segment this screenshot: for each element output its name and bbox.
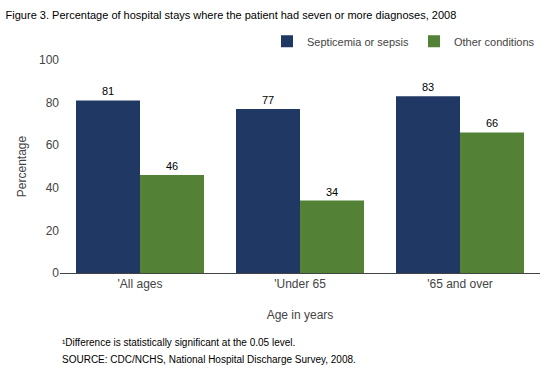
svg-text:81: 81 bbox=[102, 85, 114, 97]
svg-text:Percentage: Percentage bbox=[15, 135, 29, 197]
svg-text:'Under 65: 'Under 65 bbox=[274, 277, 326, 291]
svg-text:¹Difference is statistically s: ¹Difference is statistically significant… bbox=[62, 337, 295, 348]
svg-text:83: 83 bbox=[422, 81, 434, 93]
svg-text:34: 34 bbox=[326, 186, 338, 198]
svg-text:46: 46 bbox=[166, 160, 178, 172]
svg-text:77: 77 bbox=[262, 94, 274, 106]
svg-text:66: 66 bbox=[486, 117, 498, 129]
svg-text:20: 20 bbox=[46, 224, 60, 238]
svg-text:Other conditions: Other conditions bbox=[454, 36, 535, 48]
svg-text:Septicemia or sepsis: Septicemia or sepsis bbox=[307, 36, 409, 48]
svg-text:SOURCE: CDC/NCHS, National Hos: SOURCE: CDC/NCHS, National Hospital Disc… bbox=[62, 354, 356, 365]
svg-text:0: 0 bbox=[52, 266, 59, 280]
svg-text:'All ages: 'All ages bbox=[118, 277, 163, 291]
svg-text:Age in years: Age in years bbox=[267, 308, 334, 322]
svg-text:80: 80 bbox=[46, 96, 60, 110]
svg-text:100: 100 bbox=[39, 53, 59, 67]
svg-text:'65 and over: '65 and over bbox=[427, 277, 493, 291]
svg-text:Figure 3. Percentage of hospit: Figure 3. Percentage of hospital stays w… bbox=[6, 9, 457, 21]
svg-text:60: 60 bbox=[46, 138, 60, 152]
svg-text:40: 40 bbox=[46, 181, 60, 195]
